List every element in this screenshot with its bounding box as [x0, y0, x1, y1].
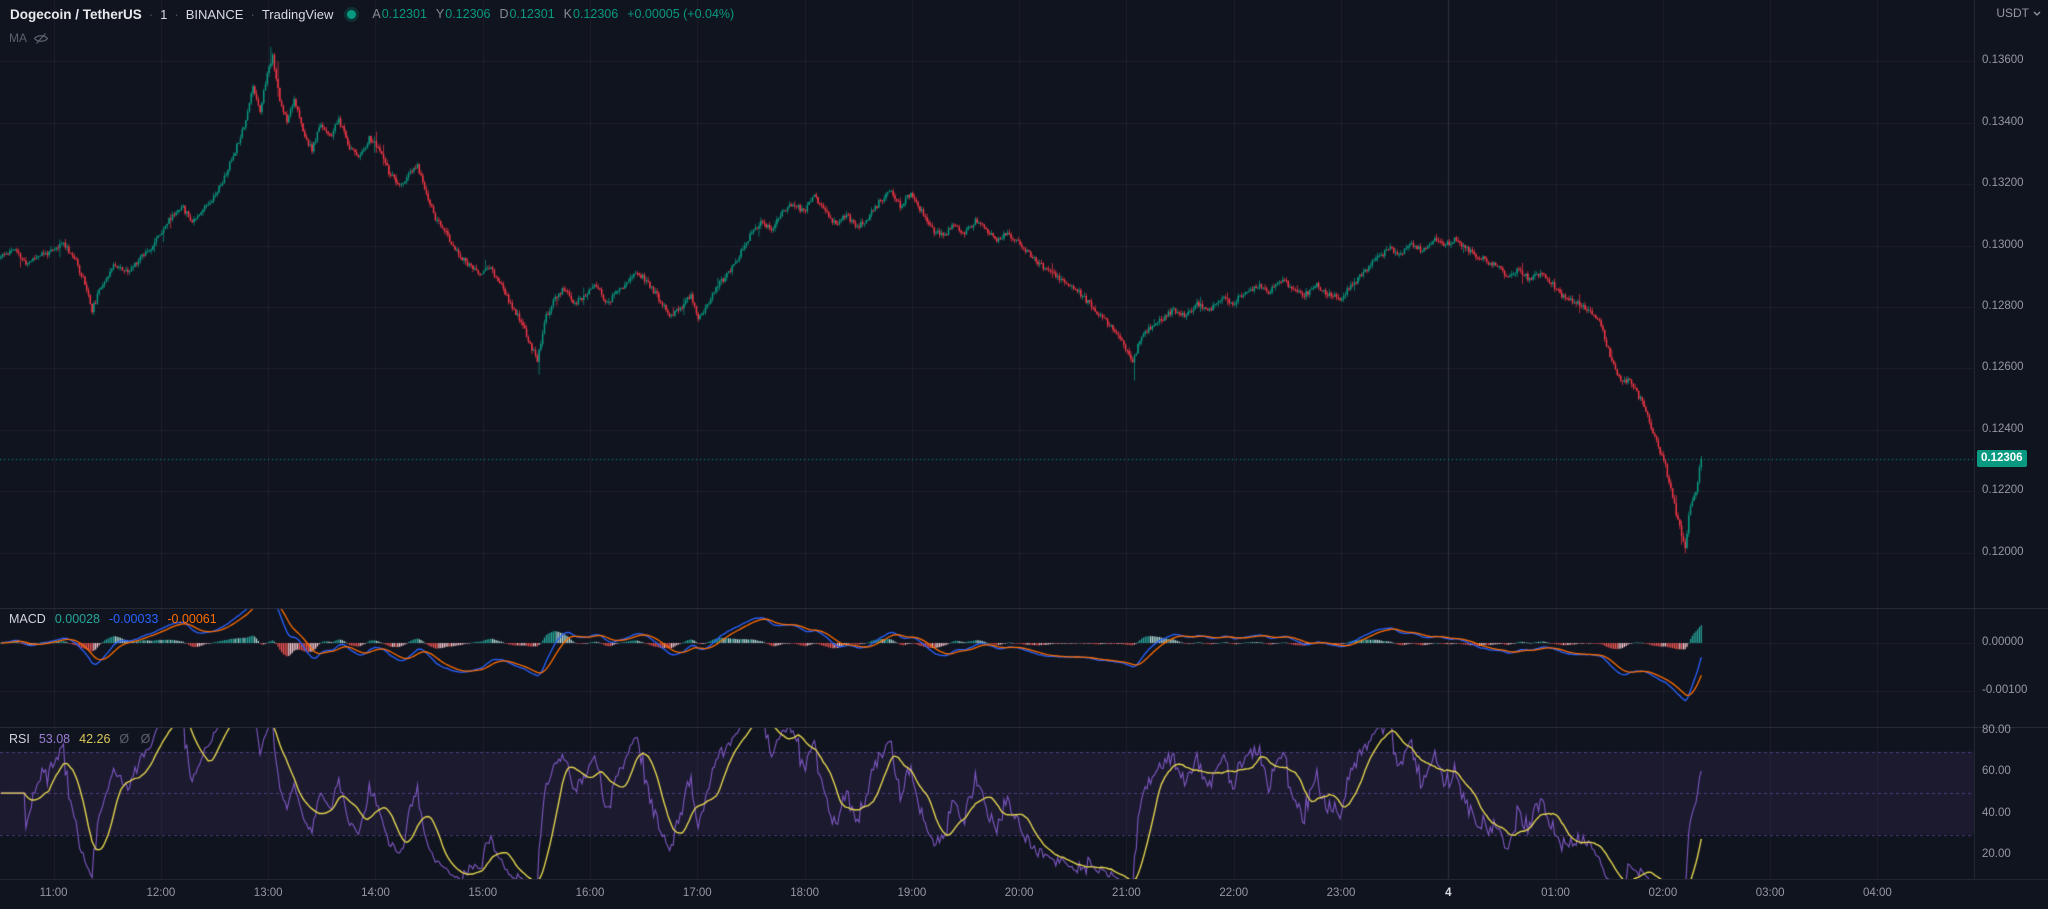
- macd-line-value: -0.00033: [109, 612, 159, 626]
- exchange-label[interactable]: BINANCE: [185, 6, 244, 22]
- symbol-legend[interactable]: Dogecoin / TetherUS · 1 · BINANCE · Trad…: [0, 0, 2048, 28]
- rsi-value: 53.08: [38, 732, 71, 746]
- rsi-tick-label: 20.00: [1982, 848, 2011, 861]
- pane-separator[interactable]: [0, 727, 2048, 728]
- time-tick-label: 16:00: [575, 887, 605, 899]
- rsi-tick-label: 60.00: [1982, 765, 2011, 778]
- platform-label: TradingView: [261, 6, 334, 22]
- rsi-label: RSI: [9, 732, 30, 746]
- time-tick-label: 01:00: [1541, 887, 1570, 899]
- last-price-badge: 0.12306: [1977, 449, 2027, 467]
- open-value: 0.12301: [381, 7, 427, 21]
- high-value: 0.12306: [445, 7, 491, 21]
- close-label: K: [563, 7, 572, 21]
- rsi-hidden-plots: Ø Ø: [119, 732, 155, 746]
- open-label: A: [372, 7, 381, 21]
- price-tick-label: 0.13400: [1982, 115, 2024, 128]
- time-tick-label: 18:00: [790, 887, 819, 899]
- time-tick-label: 12:00: [146, 887, 176, 899]
- chevron-down-icon: [2033, 11, 2041, 16]
- day-marker-label: 4: [1445, 887, 1452, 899]
- rsi-ma-value: 42.26: [79, 732, 111, 746]
- low-label: D: [499, 7, 509, 21]
- time-tick-label: 02:00: [1648, 887, 1678, 899]
- time-tick-label: 22:00: [1219, 887, 1249, 899]
- price-tick-label: 0.12200: [1982, 484, 2024, 497]
- separator-dot: ·: [148, 6, 154, 22]
- macd-signal-value: -0.00061: [167, 612, 217, 626]
- separator-dot: ·: [174, 6, 179, 22]
- macd-label: MACD: [9, 612, 46, 626]
- time-tick-label: 03:00: [1755, 887, 1785, 899]
- price-tick-label: 0.12000: [1982, 545, 2024, 558]
- market-status-icon: [347, 9, 357, 19]
- rsi-tick-label: 80.00: [1982, 724, 2011, 737]
- interval-label[interactable]: 1: [160, 6, 168, 22]
- time-tick-label: 04:00: [1863, 887, 1892, 899]
- price-tick-label: 0.12600: [1982, 361, 2024, 374]
- macd-tick-label: 0.00000: [1982, 636, 2024, 649]
- time-tick-label: 19:00: [897, 887, 927, 899]
- currency-selector[interactable]: USDT: [1996, 6, 2041, 20]
- price-tick-label: 0.13000: [1982, 238, 2024, 251]
- price-tick-label: 0.12400: [1982, 422, 2024, 435]
- time-tick-label: 23:00: [1326, 887, 1356, 899]
- ma-indicator-legend[interactable]: MA: [9, 31, 49, 45]
- price-scale[interactable]: 0.12306 0.13600 0.13400 0.13200 0.13000 0.12…: [1974, 0, 2048, 880]
- time-tick-label: 21:00: [1112, 887, 1141, 899]
- time-tick-label: 20:00: [1004, 887, 1034, 899]
- macd-histogram-value: 0.00028: [54, 612, 100, 626]
- high-label: Y: [435, 7, 445, 21]
- symbol-title[interactable]: Dogecoin / TetherUS: [10, 6, 142, 22]
- rsi-indicator-legend[interactable]: RSI 53.08 42.26 Ø Ø: [9, 732, 154, 746]
- macd-tick-label: -0.00100: [1982, 684, 2028, 696]
- low-value: 0.12301: [509, 7, 555, 21]
- time-tick-label: 11:00: [39, 887, 68, 899]
- ohlc-readout: A 0.12301 Y 0.12306 D 0.12301 K 0.12306: [372, 7, 618, 21]
- pane-separator[interactable]: [0, 608, 2048, 609]
- price-tick-label: 0.12800: [1982, 300, 2024, 313]
- price-change: +0.00005 (+0.04%): [627, 7, 735, 21]
- time-tick-label: 13:00: [253, 887, 283, 899]
- time-tick-label: 17:00: [682, 887, 712, 899]
- visibility-off-icon[interactable]: [33, 32, 49, 45]
- currency-label: USDT: [1996, 6, 2029, 20]
- time-tick-label: 15:00: [468, 887, 498, 899]
- macd-indicator-legend[interactable]: MACD 0.00028 -0.00033 -0.00061: [9, 612, 217, 626]
- price-tick-label: 0.13600: [1982, 54, 2024, 67]
- close-value: 0.12306: [573, 7, 619, 21]
- price-tick-label: 0.13200: [1982, 177, 2024, 190]
- separator-dot: ·: [250, 6, 255, 22]
- rsi-tick-label: 40.00: [1982, 806, 2011, 819]
- time-scale[interactable]: 11:00 12:00 13:00 14:00 15:00 16:00 17:00 18:00…: [0, 879, 2048, 909]
- ma-label: MA: [9, 31, 27, 45]
- time-tick-label: 14:00: [361, 887, 390, 899]
